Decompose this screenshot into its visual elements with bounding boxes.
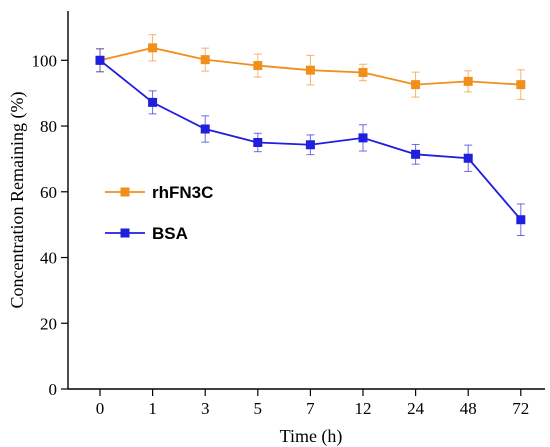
data-point xyxy=(516,215,526,225)
data-point xyxy=(253,137,263,147)
legend: rhFN3C BSA xyxy=(105,183,213,243)
data-point xyxy=(358,67,368,77)
axes xyxy=(67,11,545,390)
x-tick-label: 12 xyxy=(355,399,372,418)
data-point xyxy=(200,124,210,134)
data-point xyxy=(148,43,158,53)
legend-label: rhFN3C xyxy=(152,183,213,202)
data-point xyxy=(305,65,315,75)
series-layer xyxy=(95,34,526,236)
data-point xyxy=(253,61,263,71)
data-point xyxy=(411,149,421,159)
data-point xyxy=(358,133,368,143)
x-tick-label: 72 xyxy=(512,399,529,418)
legend-item-rhfn3c: rhFN3C xyxy=(105,183,213,202)
data-point xyxy=(305,140,315,150)
data-point xyxy=(200,55,210,65)
x-tick-label: 3 xyxy=(201,399,210,418)
legend-label: BSA xyxy=(152,224,188,243)
series-bsa xyxy=(95,48,526,236)
data-point xyxy=(411,80,421,90)
x-tick-label: 0 xyxy=(96,399,105,418)
y-tick-label: 20 xyxy=(40,314,57,333)
y-ticks: 0 20 40 60 80 100 xyxy=(32,51,68,399)
x-axis-title: Time (h) xyxy=(280,426,343,447)
y-tick-label: 0 xyxy=(49,380,58,399)
x-tick-label: 24 xyxy=(407,399,425,418)
x-tick-label: 5 xyxy=(254,399,263,418)
series-rhfn3c xyxy=(95,34,526,100)
y-tick-label: 60 xyxy=(40,183,57,202)
y-tick-label: 100 xyxy=(32,51,58,70)
data-point xyxy=(463,153,473,163)
data-point xyxy=(95,55,105,65)
x-tick-label: 1 xyxy=(148,399,157,418)
legend-item-bsa: BSA xyxy=(105,224,188,243)
y-tick-label: 80 xyxy=(40,117,57,136)
y-axis-title: Concentration Remaining (%) xyxy=(7,92,28,309)
y-tick-label: 40 xyxy=(40,249,57,268)
legend-marker xyxy=(120,187,130,197)
data-point xyxy=(148,97,158,107)
x-ticks: 0 1 3 5 7 12 24 48 72 xyxy=(96,389,529,418)
legend-marker xyxy=(120,228,130,238)
data-point xyxy=(516,80,526,90)
x-tick-label: 7 xyxy=(306,399,315,418)
x-tick-label: 48 xyxy=(460,399,477,418)
data-point xyxy=(463,76,473,86)
